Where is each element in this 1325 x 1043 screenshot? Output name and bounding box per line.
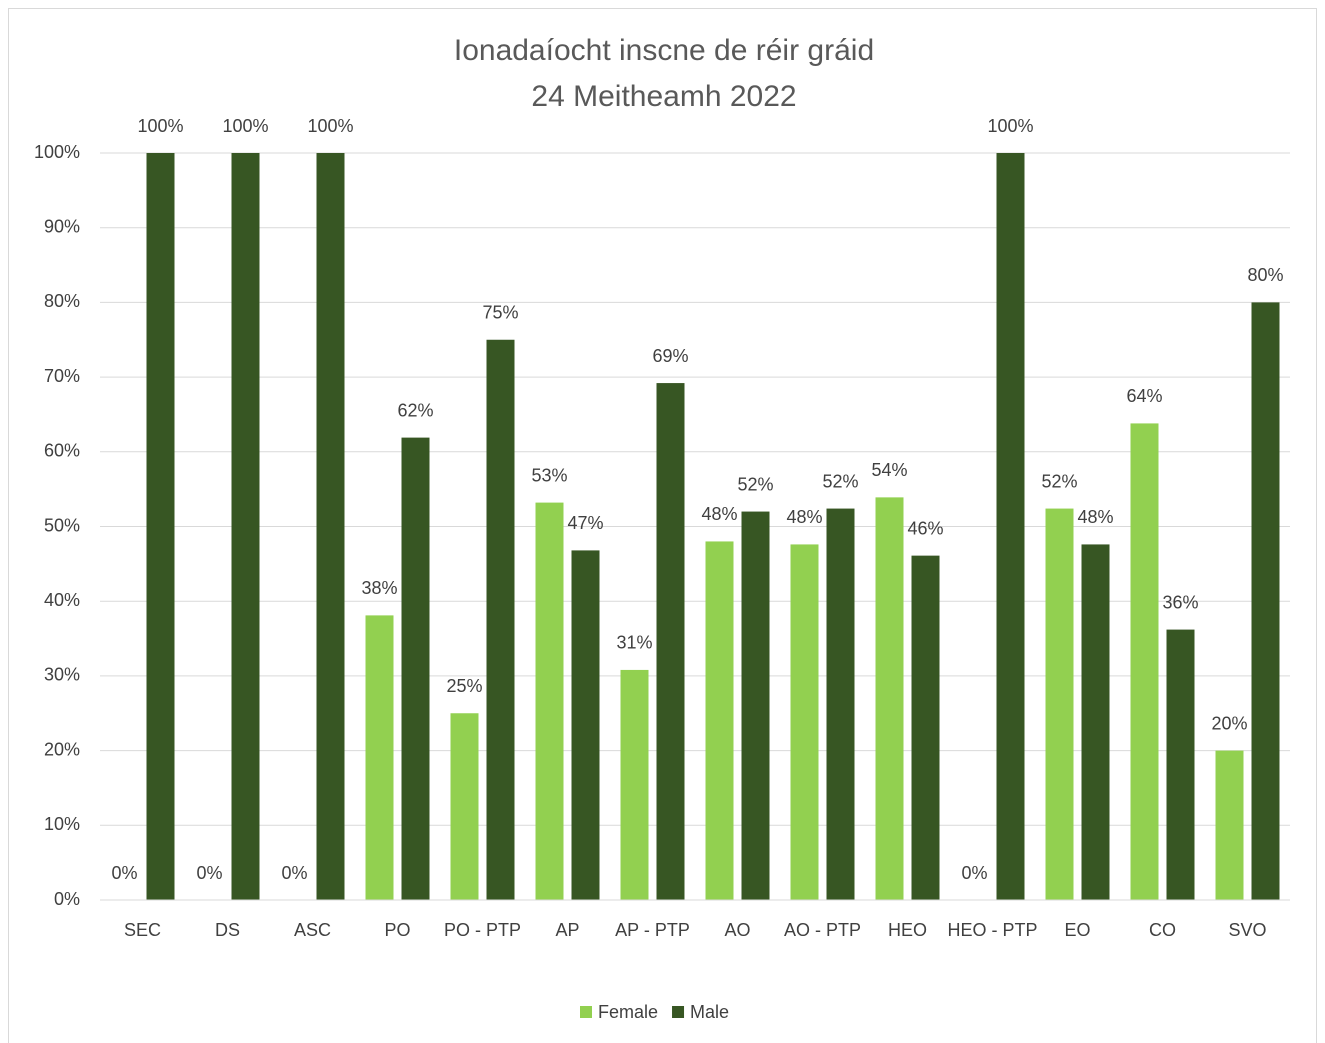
x-tick-label: AO [724, 920, 750, 940]
x-tick-label: ASC [294, 920, 331, 940]
data-label: 0% [111, 863, 137, 883]
bar [1130, 423, 1159, 900]
y-tick-label: 90% [44, 216, 80, 236]
data-label: 31% [616, 633, 652, 653]
bar [450, 713, 479, 900]
bar [826, 508, 855, 900]
y-tick-label: 30% [44, 665, 80, 685]
legend-label: Male [690, 1002, 729, 1022]
x-tick-label: PO - PTP [444, 920, 521, 940]
legend-swatch [672, 1006, 685, 1018]
bar [571, 550, 600, 900]
x-tick-label: PO [384, 920, 410, 940]
data-label: 46% [907, 518, 943, 538]
legend-swatch [580, 1006, 592, 1018]
data-label: 52% [1041, 471, 1077, 491]
data-label: 100% [222, 116, 268, 136]
data-label: 48% [701, 504, 737, 524]
y-tick-label: 10% [44, 814, 80, 834]
bar [996, 153, 1025, 900]
bar [1166, 629, 1195, 900]
bar [790, 544, 819, 900]
data-label: 100% [987, 116, 1033, 136]
data-label: 0% [281, 863, 307, 883]
data-label: 80% [1247, 265, 1283, 285]
bar [231, 153, 260, 900]
bar [1081, 544, 1110, 900]
x-tick-label: AP [555, 920, 579, 940]
chart-title: Ionadaíocht inscne de réir gráid [454, 34, 874, 67]
y-tick-label: 0% [54, 889, 80, 909]
data-label: 69% [652, 346, 688, 366]
data-label: 47% [567, 513, 603, 533]
data-label: 48% [1077, 507, 1113, 527]
x-tick-label: AO - PTP [784, 920, 861, 940]
bar [365, 615, 394, 900]
legend-label: Female [598, 1002, 658, 1022]
data-label: 0% [961, 863, 987, 883]
x-tick-label: CO [1149, 920, 1176, 940]
y-tick-label: 80% [44, 291, 80, 311]
chart-subtitle: 24 Meitheamh 2022 [531, 80, 796, 113]
bar [741, 511, 770, 900]
data-label: 53% [531, 465, 567, 485]
y-tick-label: 70% [44, 366, 80, 386]
x-tick-label: HEO [888, 920, 927, 940]
y-tick-label: 50% [44, 515, 80, 535]
data-label: 75% [482, 303, 518, 323]
data-label: 100% [307, 116, 353, 136]
x-tick-label: DS [215, 920, 240, 940]
bar [401, 437, 430, 900]
bar [875, 497, 904, 900]
data-label: 25% [446, 676, 482, 696]
y-tick-label: 60% [44, 441, 80, 461]
x-tick-label: SVO [1228, 920, 1266, 940]
bar [1045, 508, 1074, 900]
data-label: 48% [786, 507, 822, 527]
data-label: 64% [1126, 386, 1162, 406]
data-label: 100% [137, 116, 183, 136]
data-label: 36% [1162, 592, 1198, 612]
x-tick-label: HEO - PTP [947, 920, 1037, 940]
data-label: 52% [737, 474, 773, 494]
bar [1215, 750, 1244, 900]
bar [146, 153, 175, 900]
bar [705, 541, 734, 900]
bar [1251, 302, 1280, 900]
y-tick-label: 100% [34, 142, 80, 162]
data-label: 52% [822, 471, 858, 491]
x-tick-label: AP - PTP [615, 920, 690, 940]
bar [656, 383, 685, 900]
data-label: 62% [397, 400, 433, 420]
data-label: 20% [1211, 713, 1247, 733]
x-tick-label: EO [1064, 920, 1090, 940]
y-tick-label: 40% [44, 590, 80, 610]
data-label: 38% [361, 578, 397, 598]
bar [535, 502, 564, 900]
data-label: 0% [196, 863, 222, 883]
bar [620, 669, 649, 900]
bar [316, 153, 345, 900]
bar [486, 339, 515, 900]
y-tick-label: 20% [44, 739, 80, 759]
data-label: 54% [871, 460, 907, 480]
bar [911, 555, 940, 900]
x-tick-label: SEC [124, 920, 161, 940]
